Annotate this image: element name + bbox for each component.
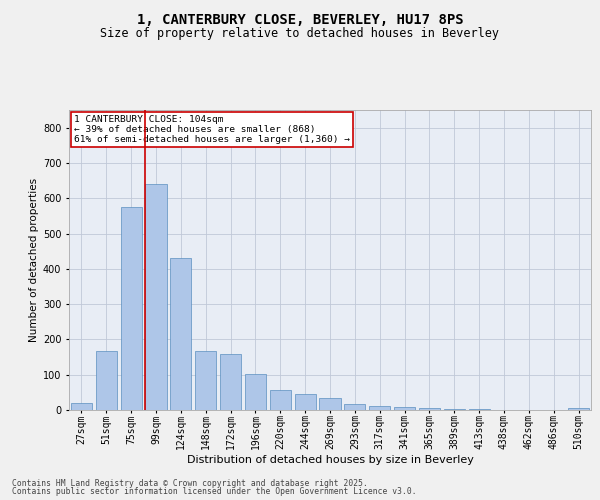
- Text: Contains HM Land Registry data © Crown copyright and database right 2025.: Contains HM Land Registry data © Crown c…: [12, 478, 368, 488]
- Bar: [394, 407, 415, 410]
- Bar: [245, 374, 266, 410]
- Text: 1 CANTERBURY CLOSE: 104sqm
← 39% of detached houses are smaller (868)
61% of sem: 1 CANTERBURY CLOSE: 104sqm ← 39% of deta…: [74, 114, 350, 144]
- Text: 1, CANTERBURY CLOSE, BEVERLEY, HU17 8PS: 1, CANTERBURY CLOSE, BEVERLEY, HU17 8PS: [137, 12, 463, 26]
- Bar: [444, 409, 465, 410]
- Bar: [145, 184, 167, 410]
- Y-axis label: Number of detached properties: Number of detached properties: [29, 178, 38, 342]
- Bar: [344, 404, 365, 410]
- X-axis label: Distribution of detached houses by size in Beverley: Distribution of detached houses by size …: [187, 455, 473, 465]
- Text: Size of property relative to detached houses in Beverley: Size of property relative to detached ho…: [101, 28, 499, 40]
- Bar: [71, 403, 92, 410]
- Bar: [170, 258, 191, 410]
- Bar: [568, 408, 589, 410]
- Bar: [419, 408, 440, 410]
- Bar: [96, 350, 117, 410]
- Bar: [220, 354, 241, 410]
- Bar: [270, 390, 291, 410]
- Text: Contains public sector information licensed under the Open Government Licence v3: Contains public sector information licen…: [12, 487, 416, 496]
- Bar: [295, 394, 316, 410]
- Bar: [121, 207, 142, 410]
- Bar: [319, 398, 341, 410]
- Bar: [195, 350, 216, 410]
- Bar: [369, 406, 390, 410]
